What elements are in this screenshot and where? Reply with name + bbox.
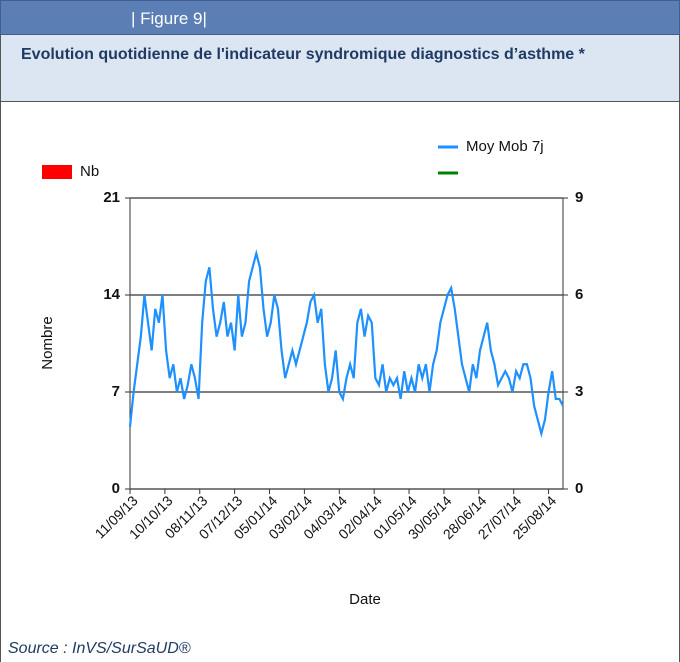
y2-tick-label: 0 <box>575 480 583 497</box>
title-box: Evolution quotidienne de l'indicateur sy… <box>0 35 680 102</box>
x-axis-label: Date <box>349 591 381 608</box>
y2-tick-label: 9 <box>575 189 583 206</box>
y2-tick-label: 3 <box>575 383 583 400</box>
y2-tick-label: 6 <box>575 286 583 303</box>
y-tick-label: 0 <box>112 480 120 497</box>
figure-bar: | Figure 9| <box>0 0 680 35</box>
source: Source : InVS/SurSaUD® <box>8 640 191 657</box>
figure-label: | Figure 9| <box>131 9 207 28</box>
y-axis-label: Nombre <box>39 316 56 369</box>
y-tick-label: 21 <box>103 189 120 206</box>
legend-label: Nb <box>80 163 99 180</box>
y-tick-label: 14 <box>103 286 120 303</box>
legend-label: Moy Mob 7j <box>466 138 544 155</box>
legend-swatch <box>42 165 72 179</box>
y-tick-label: 7 <box>112 383 120 400</box>
line <box>128 249 564 438</box>
title: Evolution quotidienne de l'indicateur sy… <box>21 46 585 63</box>
plot-frame <box>129 197 564 490</box>
